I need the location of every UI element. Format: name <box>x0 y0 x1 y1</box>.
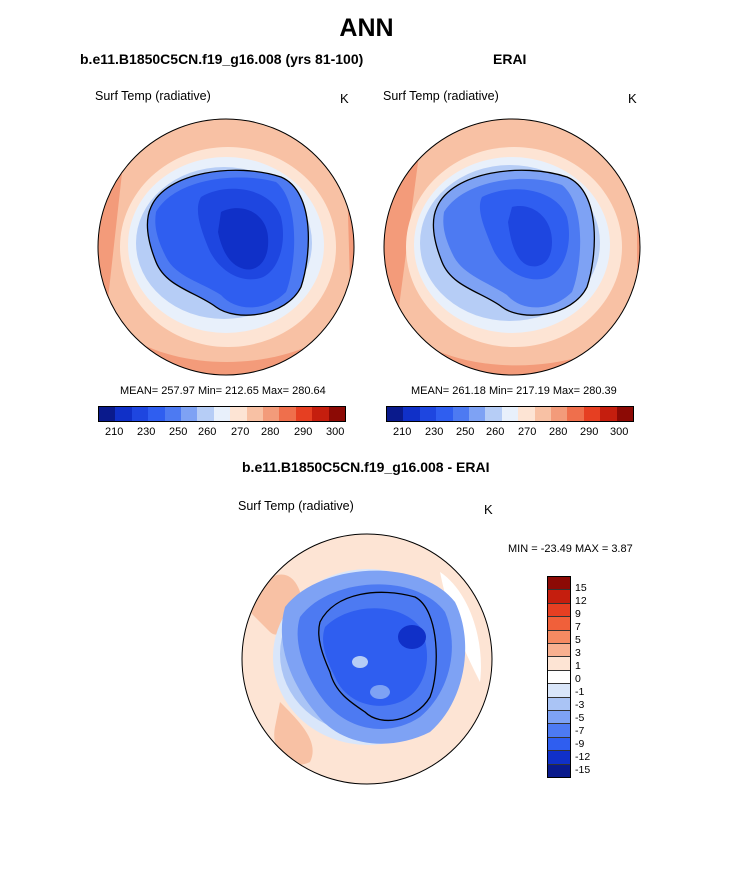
panel-3-colorbar-tick: 12 <box>575 595 587 607</box>
panel-3-colorbar-tick: -15 <box>575 764 591 776</box>
panel-3-colorbar-tick: -9 <box>575 738 585 750</box>
panel-1-polar-map <box>97 118 355 376</box>
panel-2-colorbar-tick: 280 <box>549 426 568 438</box>
panel-3-colorbar-tick: 5 <box>575 634 581 646</box>
panel-3-polar-map <box>241 533 493 785</box>
panel-3-colorbar-tick: -3 <box>575 699 585 711</box>
panel-3-colorbar <box>547 576 571 778</box>
panel-2-colorbar-tick: 250 <box>456 426 475 438</box>
panel-3-units-label: K <box>484 502 493 517</box>
panel-2-title: ERAI <box>493 51 527 67</box>
panel-2-colorbar-tick: 210 <box>393 426 412 438</box>
panel-1-colorbar-tick: 230 <box>137 426 156 438</box>
panel-3-colorbar-tick: 15 <box>575 582 587 594</box>
panel-2-colorbar-tick: 230 <box>425 426 444 438</box>
panel-2-colorbar-tick: 300 <box>610 426 629 438</box>
panel-3-colorbar-tick: 0 <box>575 673 581 685</box>
panel-3-colorbar-tick: -12 <box>575 751 591 763</box>
panel-3-title: b.e11.B1850C5CN.f19_g16.008 - ERAI <box>242 459 490 475</box>
panel-1-title: b.e11.B1850C5CN.f19_g16.008 (yrs 81-100) <box>80 51 364 67</box>
panel-1-colorbar-tick: 280 <box>261 426 280 438</box>
panel-2-variable-label: Surf Temp (radiative) <box>383 89 499 103</box>
panel-2-units-label: K <box>628 91 637 106</box>
panel-3-colorbar-tick: -5 <box>575 712 585 724</box>
panel-2-colorbar <box>386 406 634 422</box>
panel-1-variable-label: Surf Temp (radiative) <box>95 89 211 103</box>
panel-2-colorbar-tick: 290 <box>580 426 599 438</box>
panel-1-colorbar <box>98 406 346 422</box>
panel-2-colorbar-tick: 260 <box>486 426 505 438</box>
panel-2-stats: MEAN= 261.18 Min= 217.19 Max= 280.39 <box>411 385 617 397</box>
panel-2-polar-map <box>383 118 641 376</box>
panel-1-colorbar-tick: 300 <box>326 426 345 438</box>
panel-1-colorbar-tick: 290 <box>294 426 313 438</box>
panel-1-colorbar-tick: 250 <box>169 426 188 438</box>
panel-2-colorbar-tick: 270 <box>518 426 537 438</box>
panel-3-colorbar-tick: 7 <box>575 621 581 633</box>
panel-1-colorbar-tick: 210 <box>105 426 124 438</box>
panel-1-stats: MEAN= 257.97 Min= 212.65 Max= 280.64 <box>120 385 326 397</box>
panel-3-colorbar-tick: 3 <box>575 647 581 659</box>
panel-1-colorbar-tick: 270 <box>231 426 250 438</box>
panel-3-colorbar-tick: -7 <box>575 725 585 737</box>
panel-3-stats: MIN = -23.49 MAX = 3.87 <box>508 543 633 555</box>
panel-1-colorbar-tick: 260 <box>198 426 217 438</box>
panel-1-units-label: K <box>340 91 349 106</box>
panel-3-variable-label: Surf Temp (radiative) <box>238 499 354 513</box>
figure-title: ANN <box>339 14 394 42</box>
panel-3-colorbar-tick: -1 <box>575 686 585 698</box>
panel-3-colorbar-tick: 1 <box>575 660 581 672</box>
panel-3-colorbar-tick: 9 <box>575 608 581 620</box>
